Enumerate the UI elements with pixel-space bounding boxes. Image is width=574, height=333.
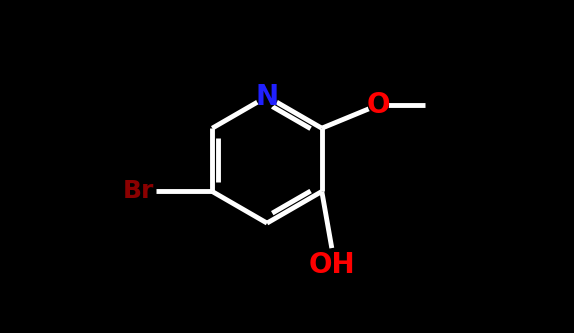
Circle shape [257, 86, 278, 107]
Circle shape [369, 95, 389, 115]
Text: Br: Br [123, 179, 154, 203]
Text: OH: OH [308, 251, 355, 279]
Text: N: N [255, 83, 278, 111]
Text: O: O [367, 91, 390, 119]
